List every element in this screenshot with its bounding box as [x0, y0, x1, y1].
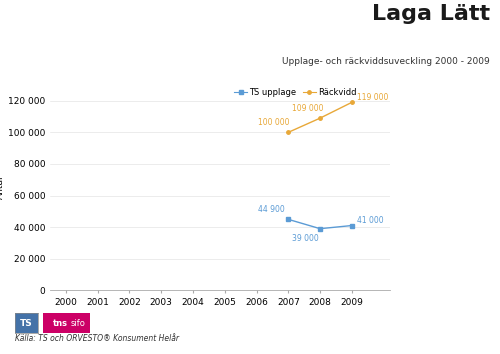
Text: TS: TS — [20, 319, 32, 327]
Text: Källa: TS och ORVESTO® Konsument Helår: Källa: TS och ORVESTO® Konsument Helår — [15, 335, 179, 343]
Text: Laga Lätt: Laga Lätt — [372, 4, 490, 23]
Text: 44 900: 44 900 — [258, 205, 284, 215]
Text: 39 000: 39 000 — [292, 234, 319, 243]
Legend: TS upplage, Räckvidd: TS upplage, Räckvidd — [231, 85, 360, 101]
Text: tns: tns — [53, 319, 68, 327]
Y-axis label: Antal: Antal — [0, 176, 5, 199]
Text: 41 000: 41 000 — [358, 216, 384, 225]
Text: 100 000: 100 000 — [258, 118, 290, 127]
Text: sifo: sifo — [70, 319, 86, 327]
Text: 109 000: 109 000 — [292, 104, 324, 113]
Text: Upplage- och räckviddsuveckling 2000 - 2009: Upplage- och räckviddsuveckling 2000 - 2… — [282, 57, 490, 65]
Text: 119 000: 119 000 — [358, 92, 389, 102]
